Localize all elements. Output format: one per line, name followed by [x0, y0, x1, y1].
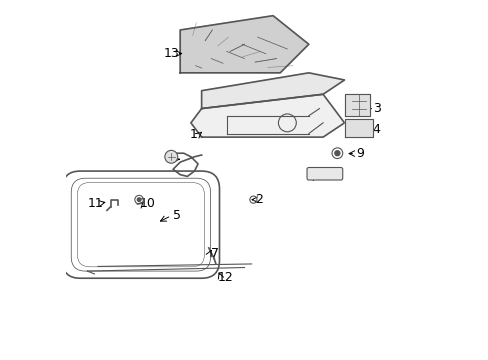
Circle shape: [334, 151, 339, 156]
Text: 5: 5: [172, 209, 180, 222]
Circle shape: [164, 150, 177, 163]
Polygon shape: [344, 94, 369, 116]
Text: 11: 11: [87, 197, 103, 210]
Text: 7: 7: [211, 247, 219, 260]
Text: 13: 13: [163, 47, 179, 60]
Text: 8: 8: [304, 169, 312, 182]
Circle shape: [137, 198, 141, 202]
Text: 4: 4: [372, 123, 380, 136]
Text: 9: 9: [356, 147, 364, 160]
Text: 1: 1: [189, 128, 197, 141]
Text: 3: 3: [372, 102, 380, 115]
Text: 12: 12: [218, 271, 233, 284]
Polygon shape: [201, 73, 344, 109]
Polygon shape: [180, 16, 308, 73]
Text: 2: 2: [254, 193, 262, 206]
Polygon shape: [190, 94, 344, 137]
Text: 6: 6: [167, 153, 175, 166]
Text: 10: 10: [139, 197, 155, 210]
FancyBboxPatch shape: [306, 167, 342, 180]
Polygon shape: [344, 119, 372, 137]
